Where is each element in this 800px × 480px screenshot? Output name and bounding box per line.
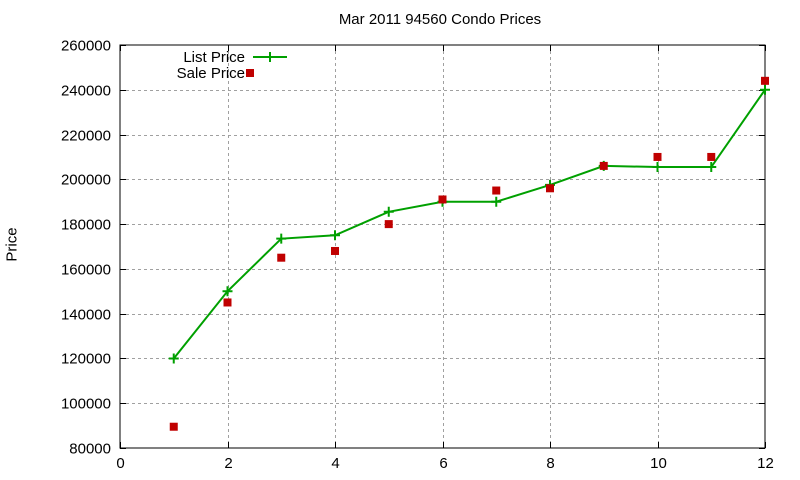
- y-tick-label: 220000: [61, 128, 111, 145]
- grid-lines: [120, 45, 765, 448]
- square-marker-icon: [246, 69, 254, 77]
- x-tick-label: 10: [650, 455, 667, 472]
- legend-label-sale-price: Sale Price: [177, 65, 245, 82]
- y-tick-label: 80000: [69, 441, 111, 458]
- chart-title: Mar 2011 94560 Condo Prices: [338, 11, 542, 28]
- y-tick-label: 200000: [61, 172, 111, 189]
- plus-marker-icon: [276, 233, 287, 244]
- plus-marker-icon: [265, 52, 275, 62]
- legend-label-list-price: List Price: [183, 49, 245, 66]
- square-marker-icon: [546, 184, 554, 193]
- x-tick-label: 4: [331, 455, 339, 472]
- data-series: [168, 76, 770, 431]
- square-marker-icon: [169, 422, 178, 431]
- y-tick-label: 140000: [61, 307, 111, 324]
- square-marker-icon: [599, 161, 608, 170]
- plus-marker-icon: [491, 196, 502, 207]
- plot-border: [119, 44, 766, 449]
- x-tick-label: 6: [439, 455, 447, 472]
- x-tick-label: 8: [546, 455, 554, 472]
- y-tick-label: 240000: [61, 83, 111, 100]
- square-marker-icon: [384, 220, 393, 229]
- plus-marker-icon: [652, 162, 663, 173]
- y-tick-label: 160000: [61, 262, 111, 279]
- y-tick-label: 100000: [61, 396, 111, 413]
- plus-marker-icon: [168, 353, 179, 364]
- x-tick-label: 2: [224, 455, 232, 472]
- square-marker-icon: [331, 246, 339, 255]
- y-tick-label: 120000: [61, 351, 111, 368]
- square-marker-icon: [438, 195, 447, 204]
- square-marker-icon: [761, 76, 769, 85]
- plus-marker-icon: [383, 206, 394, 217]
- plus-marker-icon: [222, 286, 233, 297]
- square-marker-icon: [707, 152, 716, 161]
- list-price-line: [172, 89, 766, 360]
- y-tick-label: 180000: [61, 217, 111, 234]
- y-tick-label: 260000: [61, 38, 111, 55]
- square-marker-icon: [653, 152, 662, 161]
- x-tick-label: 12: [757, 455, 774, 472]
- plus-marker-icon: [330, 230, 340, 241]
- square-marker-icon: [492, 186, 501, 195]
- axis-ticks: 80000 100000 120000 140000 160000 180000 20000…: [61, 38, 774, 473]
- square-marker-icon: [277, 253, 286, 262]
- plus-marker-icon: [706, 162, 717, 173]
- x-tick-label: 0: [116, 455, 124, 472]
- square-marker-icon: [223, 298, 232, 307]
- plus-marker-icon: [760, 84, 770, 95]
